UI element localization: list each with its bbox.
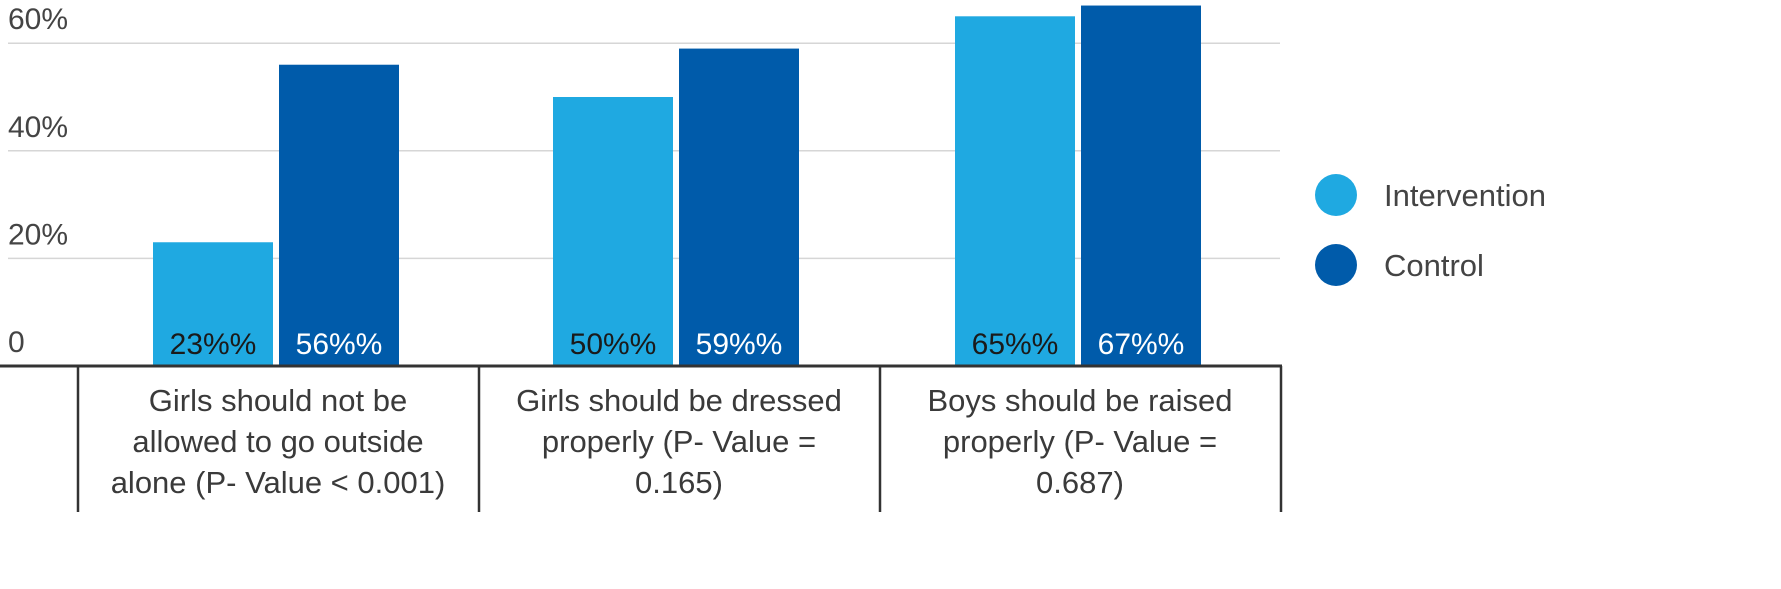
bars [153,5,1201,367]
bar [279,64,399,366]
bar-value-labels: 23%% 50%% 65%% 56%% 59%% 67%% [170,328,1185,361]
bar-value-label: 50%% [570,328,657,361]
y-tick-label: 60% [8,3,68,36]
x-axis [0,364,1283,512]
bar-value-label: 65%% [972,328,1059,361]
bar-value-label: 59%% [696,328,783,361]
y-tick-label: 20% [8,218,68,251]
bar-value-label: 23%% [170,328,257,361]
category-labels: Girls should not be allowed to go outside… [111,383,1233,500]
legend: Intervention Control [1315,174,1546,286]
y-axis-ticks: 0 20% 40% 60% [8,3,68,359]
legend-swatch [1315,244,1357,286]
bar [553,97,673,366]
bar [1081,5,1201,366]
bar-value-label: 56%% [296,328,383,361]
legend-swatch [1315,174,1357,216]
legend-label: Control [1384,248,1484,283]
y-tick-label: 0 [8,326,25,359]
legend-label: Intervention [1384,178,1546,213]
category-label: Girls should not be allowed to go outside… [111,383,446,500]
bar-value-label: 67%% [1098,328,1185,361]
bar [153,242,273,366]
category-label: Girls should be dressed properly (P- Valu… [516,383,842,500]
y-tick-label: 40% [8,111,68,144]
category-label: Boys should be raised properly (P- Value … [927,383,1232,500]
bar [955,16,1075,367]
bar [679,48,799,367]
